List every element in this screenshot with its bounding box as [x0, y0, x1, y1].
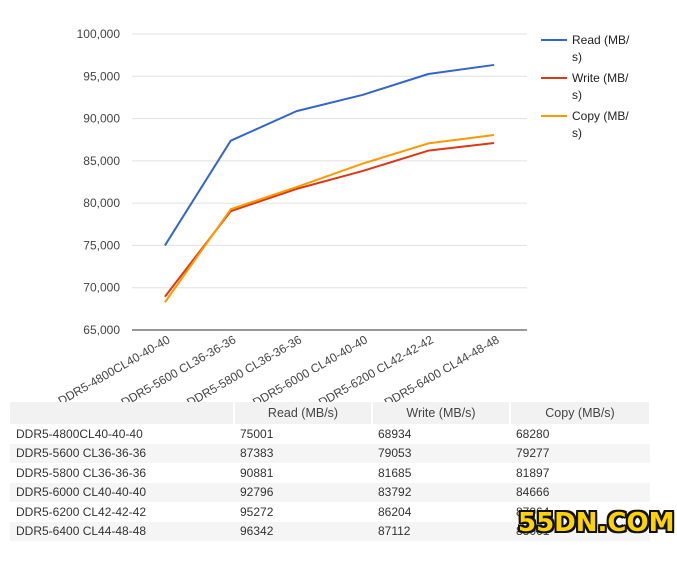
- y-tick-label: 75,000: [83, 238, 120, 252]
- watermark-logo: 55DN.COM: [518, 508, 675, 538]
- value-cell: 87383: [234, 443, 372, 463]
- y-tick-label: 95,000: [83, 69, 120, 83]
- value-cell: 87112: [372, 521, 510, 541]
- value-cell: 86204: [372, 502, 510, 522]
- x-tick-label: DDR5-4800CL40-40-40: [56, 332, 173, 405]
- gridlines: [132, 33, 527, 331]
- y-tick-label: 65,000: [83, 323, 120, 337]
- legend-label: Read (MB/: [572, 33, 630, 47]
- legend-label: s): [572, 50, 582, 64]
- table-header-cell: Write (MB/s): [372, 402, 511, 424]
- y-tick-label: 90,000: [83, 112, 120, 126]
- value-cell: 96342: [234, 521, 372, 541]
- x-tick-label: DDR5-6400 CL44-48-48: [382, 332, 502, 405]
- x-tick-label: DDR5-5600 CL36-36-36: [119, 332, 239, 405]
- table-row: DDR5-5800 CL36-36-36 90881 81685 81897: [10, 463, 650, 483]
- x-tick-label: DDR5-6000 CL40-40-40: [250, 332, 370, 405]
- value-cell: 90881: [234, 463, 372, 483]
- series-lines: [164, 63, 495, 303]
- legend-label: Copy (MB/: [572, 109, 629, 123]
- table-row: DDR5-6200 CL42-42-42 95272 86204 87064: [10, 502, 650, 522]
- table-header-cell: [10, 402, 235, 424]
- legend-label: s): [572, 126, 582, 140]
- value-cell: 81897: [510, 463, 650, 483]
- row-label-cell: DDR5-6400 CL44-48-48: [10, 521, 234, 541]
- value-cell: 68280: [510, 424, 650, 444]
- value-cell: 79053: [372, 443, 510, 463]
- value-cell: 92796: [234, 482, 372, 502]
- value-cell: 95272: [234, 502, 372, 522]
- table-body: DDR5-4800CL40-40-40 75001 68934 68280 DDR5-5…: [10, 424, 650, 541]
- table-header-cell: Read (MB/s): [234, 402, 373, 424]
- table-header-row: Read (MB/s) Write (MB/s) Copy (MB/s): [10, 402, 651, 424]
- series-line-0: [164, 63, 495, 246]
- value-cell: 68934: [372, 424, 510, 444]
- table-row: DDR5-6000 CL40-40-40 92796 83792 84666: [10, 482, 650, 502]
- table-row: DDR5-5600 CL36-36-36 87383 79053 79277: [10, 443, 650, 463]
- x-tick-label: DDR5-5800 CL36-36-36: [184, 332, 304, 405]
- legend-label: s): [572, 88, 582, 102]
- legend: Read (MB/s) Write (MB/s) Copy (MB/s): [541, 33, 630, 140]
- legend-label: Write (MB/: [572, 71, 629, 85]
- value-cell: 83792: [372, 482, 510, 502]
- value-cell: 84666: [510, 482, 650, 502]
- table-row: DDR5-4800CL40-40-40 75001 68934 68280: [10, 424, 650, 444]
- x-tick-label: DDR5-6200 CL42-42-42: [316, 332, 436, 405]
- value-cell: 87064: [510, 502, 650, 522]
- series-line-2: [164, 133, 495, 303]
- value-cell: 79277: [510, 443, 650, 463]
- y-tick-label: 80,000: [83, 196, 120, 210]
- row-label-cell: DDR5-5800 CL36-36-36: [10, 463, 234, 483]
- data-table: Read (MB/s) Write (MB/s) Copy (MB/s) DDR…: [10, 402, 651, 541]
- table-row: DDR5-6400 CL44-48-48 96342 87112 88061: [10, 521, 650, 541]
- y-tick-label: 100,000: [77, 27, 121, 41]
- value-cell: 81685: [372, 463, 510, 483]
- line-chart: 65,000 70,000 75,000 80,000 85,000 90,000 95,0…: [56, 27, 630, 405]
- row-label-cell: DDR5-6200 CL42-42-42: [10, 502, 234, 522]
- table-header-cell: Copy (MB/s): [510, 402, 651, 424]
- value-cell: 88061: [510, 521, 650, 541]
- y-tick-label: 70,000: [83, 281, 120, 295]
- y-tick-label: 85,000: [83, 154, 120, 168]
- row-label-cell: DDR5-5600 CL36-36-36: [10, 443, 234, 463]
- row-label-cell: DDR5-4800CL40-40-40: [10, 424, 234, 444]
- y-axis-ticks: 65,000 70,000 75,000 80,000 85,000 90,000 95,0…: [77, 27, 121, 337]
- row-label-cell: DDR5-6000 CL40-40-40: [10, 482, 234, 502]
- value-cell: 75001: [234, 424, 372, 444]
